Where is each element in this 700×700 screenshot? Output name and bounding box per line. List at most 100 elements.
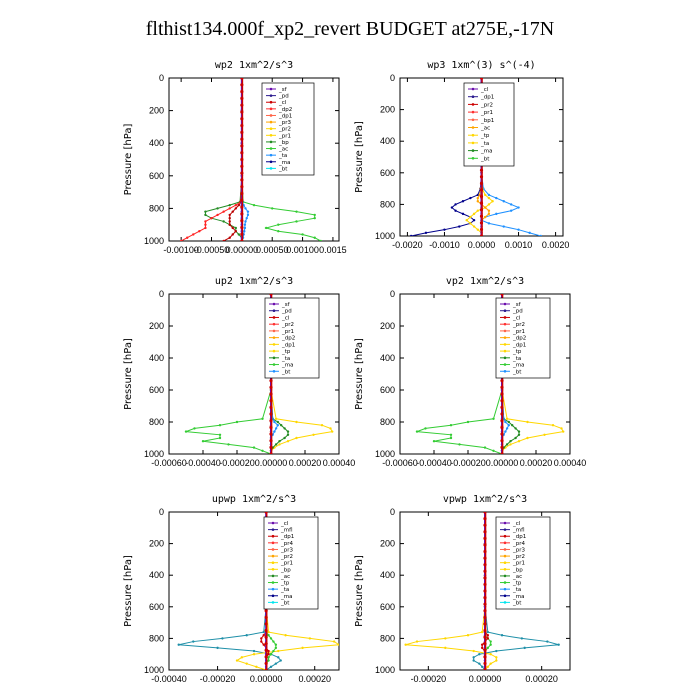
legend-label: _pr1 — [280, 561, 293, 567]
legend-marker — [269, 140, 273, 144]
series-point-dp1 — [505, 443, 509, 446]
legend-label: _bt — [281, 369, 291, 375]
legend-marker — [503, 541, 507, 545]
series-point-ac — [295, 210, 298, 213]
zero-profile-marker — [500, 294, 504, 296]
series-point-ta — [502, 225, 505, 228]
legend-marker — [503, 587, 507, 591]
zero-profile-marker — [500, 445, 504, 449]
plot-frame — [168, 293, 340, 455]
zero-profile-marker — [269, 425, 273, 429]
zero-profile-marker — [483, 622, 487, 626]
legend-label: _bt — [512, 369, 522, 375]
series-point-pr1 — [472, 212, 476, 216]
series-point-cl — [228, 223, 231, 226]
series-point-cl — [231, 210, 234, 213]
series-point-pr1 — [278, 443, 281, 446]
x-tick-label: 0.00020 — [298, 674, 331, 684]
zero-profile-marker — [240, 78, 244, 80]
x-tick-label: -0.00020 — [219, 458, 255, 468]
zero-profile-marker — [479, 78, 484, 80]
y-axis-label: Pressure [hPa] — [354, 338, 365, 410]
zero-profile-marker — [269, 392, 273, 396]
series-point-ac — [319, 239, 322, 241]
series-point-tp — [478, 662, 481, 665]
series-point-pr1 — [526, 436, 529, 440]
series-point-dp1 — [507, 420, 510, 424]
series-point-dp2 — [492, 449, 495, 452]
legend-marker — [271, 574, 275, 578]
zero-profile-marker — [500, 385, 504, 389]
x-tick-label: -0.0020 — [392, 240, 423, 250]
zero-profile-marker — [269, 294, 273, 296]
series-point-ac — [313, 213, 316, 217]
series-point-tp — [557, 643, 560, 646]
series-point-ac — [269, 653, 273, 656]
legend: _sf_pd_cl_pr2_pr1_dp2_dp1_tp_ta_ma_bt — [495, 297, 551, 379]
legend-label: _tp — [512, 349, 522, 355]
series-point-tp — [276, 424, 279, 427]
y-tick-label: 1000 — [375, 231, 395, 241]
legend-marker — [269, 127, 273, 130]
x-tick-label: -0.00040 — [185, 458, 221, 468]
series-point-dp2 — [261, 417, 264, 420]
page-title: flthist134.000f_xp2_revert BUDGET at275E… — [145, 18, 555, 40]
zero-profile-marker — [500, 452, 504, 454]
series-point-pr1 — [204, 223, 207, 226]
legend-label: _bt — [280, 600, 290, 606]
zero-profile-marker — [240, 205, 244, 209]
legend-marker — [503, 356, 507, 360]
legend-label: _pr2 — [512, 554, 525, 560]
series-point-pr1 — [476, 209, 479, 212]
series-point-pr1 — [332, 640, 336, 643]
zero-profile-marker — [240, 185, 244, 189]
legend-label: _pd — [512, 309, 523, 315]
series-point-cl — [237, 203, 241, 207]
legend-marker — [271, 548, 275, 551]
legend-marker — [269, 94, 273, 97]
series-point-cl — [222, 239, 225, 241]
series-point-pr1 — [192, 233, 195, 236]
zero-profile-marker — [269, 379, 273, 383]
zero-profile-marker — [264, 648, 268, 652]
series-point-dp2 — [424, 427, 427, 430]
zero-profile-marker — [483, 569, 487, 573]
legend-label: _pr1 — [512, 329, 525, 335]
series-point-ac — [267, 656, 270, 659]
x-tick-label: 0.0010 — [505, 240, 533, 250]
series-point-dp1 — [278, 440, 281, 443]
series-point-ac — [489, 640, 492, 643]
series-point-pr1 — [489, 653, 492, 656]
series-point-dp2 — [466, 420, 470, 424]
legend-label: _dp2 — [512, 336, 526, 342]
legend: _sf_pd_cl_dp2_dp1_pr3_pr2_pr1_bp_ac_ta_m… — [261, 82, 315, 176]
legend-marker — [272, 363, 276, 366]
series-point-ta — [243, 226, 247, 230]
x-tick-label: -0.00060 — [151, 458, 187, 468]
series-point-pr1 — [277, 649, 280, 653]
legend-marker — [503, 343, 507, 346]
legend-label: _pd — [281, 309, 292, 315]
y-tick-label: 0 — [390, 289, 395, 299]
zero-profile-marker — [479, 201, 484, 205]
legend-label: _ma — [280, 594, 292, 600]
y-axis-label: Pressure [hPa] — [123, 555, 134, 627]
legend-label: _ac — [512, 574, 522, 580]
series-point-dp1 — [514, 427, 517, 430]
zero-profile-marker — [500, 379, 504, 383]
legend-marker — [471, 149, 475, 152]
zero-profile-marker — [240, 123, 244, 128]
series-point-dp2 — [252, 446, 256, 449]
legend-marker — [269, 167, 273, 170]
series-point-dp1 — [267, 649, 270, 653]
series-point-ta — [539, 234, 542, 236]
x-tick-label: -0.0010 — [429, 240, 460, 250]
series-point-ta — [245, 216, 248, 220]
series-point-tp — [192, 640, 195, 643]
chart-panel-4: vp2 1xm^2/s^3 Pressure [hPa] 0 200 400 600 800… — [354, 276, 586, 468]
panel-title: vpwp 1xm^2/s^3 — [443, 494, 527, 505]
legend-label: _dp2 — [278, 107, 292, 113]
legend-label: _tp — [280, 581, 290, 587]
series-point-pr1 — [337, 643, 339, 646]
chart-panel-2: wp3 1xm^(3) s^(-4) Pressure [hPa] 0 200 400 6… — [354, 60, 569, 250]
